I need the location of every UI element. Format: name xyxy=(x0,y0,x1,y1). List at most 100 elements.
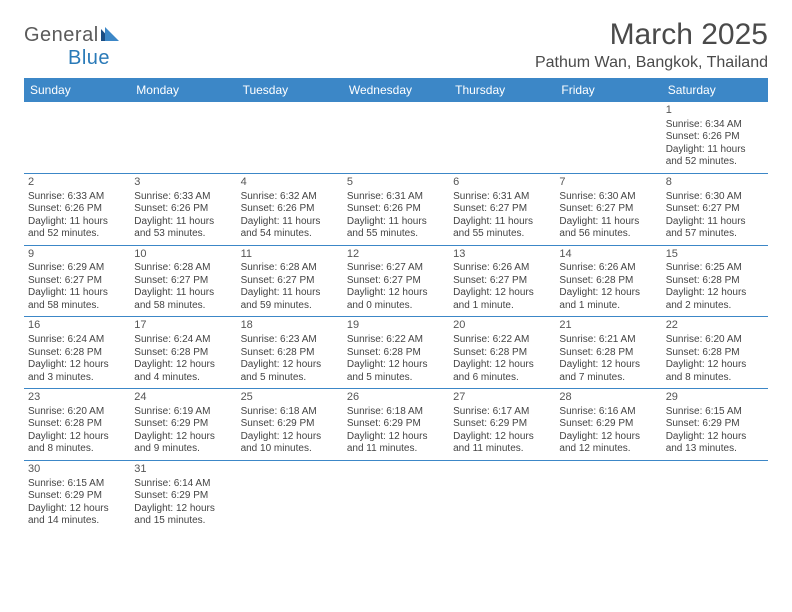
day-number: 5 xyxy=(347,176,445,190)
calendar-empty-cell xyxy=(555,460,661,531)
sunrise-text: Sunrise: 6:29 AM xyxy=(28,262,126,275)
day-number: 6 xyxy=(453,176,551,190)
day-number: 21 xyxy=(559,319,657,333)
daylight-text: Daylight: 11 hours and 54 minutes. xyxy=(241,216,339,241)
daylight-text: Daylight: 12 hours and 6 minutes. xyxy=(453,359,551,384)
sunrise-text: Sunrise: 6:18 AM xyxy=(241,406,339,419)
location: Pathum Wan, Bangkok, Thailand xyxy=(535,54,768,72)
calendar-empty-cell xyxy=(130,102,236,173)
calendar-day-cell: 20Sunrise: 6:22 AMSunset: 6:28 PMDayligh… xyxy=(449,317,555,389)
logo-text: General Blue xyxy=(24,24,123,70)
sunset-text: Sunset: 6:27 PM xyxy=(453,203,551,216)
sunrise-text: Sunrise: 6:18 AM xyxy=(347,406,445,419)
sunrise-text: Sunrise: 6:24 AM xyxy=(28,334,126,347)
calendar-day-cell: 23Sunrise: 6:20 AMSunset: 6:28 PMDayligh… xyxy=(24,389,130,461)
day-number: 9 xyxy=(28,248,126,262)
calendar-day-cell: 10Sunrise: 6:28 AMSunset: 6:27 PMDayligh… xyxy=(130,245,236,317)
logo: General Blue xyxy=(24,24,123,70)
calendar-day-cell: 14Sunrise: 6:26 AMSunset: 6:28 PMDayligh… xyxy=(555,245,661,317)
sunset-text: Sunset: 6:26 PM xyxy=(347,203,445,216)
sunset-text: Sunset: 6:29 PM xyxy=(28,490,126,503)
calendar-empty-cell xyxy=(237,102,343,173)
calendar-day-cell: 19Sunrise: 6:22 AMSunset: 6:28 PMDayligh… xyxy=(343,317,449,389)
logo-flag-icon xyxy=(101,24,123,47)
day-number: 26 xyxy=(347,391,445,405)
sunset-text: Sunset: 6:27 PM xyxy=(453,275,551,288)
calendar-empty-cell xyxy=(449,102,555,173)
sunset-text: Sunset: 6:29 PM xyxy=(134,490,232,503)
daylight-text: Daylight: 11 hours and 55 minutes. xyxy=(453,216,551,241)
daylight-text: Daylight: 12 hours and 2 minutes. xyxy=(666,287,764,312)
day-number: 11 xyxy=(241,248,339,262)
sunset-text: Sunset: 6:28 PM xyxy=(666,347,764,360)
sunrise-text: Sunrise: 6:20 AM xyxy=(666,334,764,347)
calendar-day-cell: 27Sunrise: 6:17 AMSunset: 6:29 PMDayligh… xyxy=(449,389,555,461)
calendar-empty-cell xyxy=(237,460,343,531)
sunset-text: Sunset: 6:28 PM xyxy=(666,275,764,288)
sunrise-text: Sunrise: 6:22 AM xyxy=(453,334,551,347)
sunset-text: Sunset: 6:27 PM xyxy=(347,275,445,288)
sunrise-text: Sunrise: 6:31 AM xyxy=(453,191,551,204)
day-number: 17 xyxy=(134,319,232,333)
sunrise-text: Sunrise: 6:22 AM xyxy=(347,334,445,347)
calendar-empty-cell xyxy=(662,460,768,531)
daylight-text: Daylight: 12 hours and 5 minutes. xyxy=(241,359,339,384)
day-number: 18 xyxy=(241,319,339,333)
calendar-day-cell: 13Sunrise: 6:26 AMSunset: 6:27 PMDayligh… xyxy=(449,245,555,317)
calendar-day-cell: 24Sunrise: 6:19 AMSunset: 6:29 PMDayligh… xyxy=(130,389,236,461)
sunset-text: Sunset: 6:28 PM xyxy=(559,275,657,288)
sunset-text: Sunset: 6:29 PM xyxy=(559,418,657,431)
sunrise-text: Sunrise: 6:26 AM xyxy=(559,262,657,275)
day-number: 30 xyxy=(28,463,126,477)
calendar-day-cell: 2Sunrise: 6:33 AMSunset: 6:26 PMDaylight… xyxy=(24,173,130,245)
sunset-text: Sunset: 6:26 PM xyxy=(134,203,232,216)
calendar-header-row: SundayMondayTuesdayWednesdayThursdayFrid… xyxy=(24,78,768,102)
sunset-text: Sunset: 6:29 PM xyxy=(666,418,764,431)
calendar-week: 9Sunrise: 6:29 AMSunset: 6:27 PMDaylight… xyxy=(24,245,768,317)
sunset-text: Sunset: 6:29 PM xyxy=(134,418,232,431)
sunrise-text: Sunrise: 6:14 AM xyxy=(134,478,232,491)
daylight-text: Daylight: 12 hours and 1 minute. xyxy=(453,287,551,312)
logo-word1: General xyxy=(24,24,99,46)
day-number: 28 xyxy=(559,391,657,405)
calendar-day-cell: 4Sunrise: 6:32 AMSunset: 6:26 PMDaylight… xyxy=(237,173,343,245)
day-number: 27 xyxy=(453,391,551,405)
sunset-text: Sunset: 6:29 PM xyxy=(347,418,445,431)
sunset-text: Sunset: 6:28 PM xyxy=(453,347,551,360)
sunset-text: Sunset: 6:28 PM xyxy=(241,347,339,360)
daylight-text: Daylight: 11 hours and 52 minutes. xyxy=(28,216,126,241)
sunrise-text: Sunrise: 6:31 AM xyxy=(347,191,445,204)
calendar-day-cell: 3Sunrise: 6:33 AMSunset: 6:26 PMDaylight… xyxy=(130,173,236,245)
day-header: Friday xyxy=(555,78,661,102)
daylight-text: Daylight: 11 hours and 53 minutes. xyxy=(134,216,232,241)
day-number: 15 xyxy=(666,248,764,262)
sunset-text: Sunset: 6:28 PM xyxy=(28,418,126,431)
daylight-text: Daylight: 12 hours and 9 minutes. xyxy=(134,431,232,456)
day-number: 7 xyxy=(559,176,657,190)
sunset-text: Sunset: 6:26 PM xyxy=(28,203,126,216)
calendar-day-cell: 18Sunrise: 6:23 AMSunset: 6:28 PMDayligh… xyxy=(237,317,343,389)
calendar-day-cell: 6Sunrise: 6:31 AMSunset: 6:27 PMDaylight… xyxy=(449,173,555,245)
daylight-text: Daylight: 12 hours and 12 minutes. xyxy=(559,431,657,456)
sunrise-text: Sunrise: 6:28 AM xyxy=(134,262,232,275)
sunset-text: Sunset: 6:27 PM xyxy=(28,275,126,288)
day-number: 1 xyxy=(666,104,764,118)
sunrise-text: Sunrise: 6:30 AM xyxy=(666,191,764,204)
sunrise-text: Sunrise: 6:24 AM xyxy=(134,334,232,347)
calendar-week: 2Sunrise: 6:33 AMSunset: 6:26 PMDaylight… xyxy=(24,173,768,245)
calendar-day-cell: 29Sunrise: 6:15 AMSunset: 6:29 PMDayligh… xyxy=(662,389,768,461)
daylight-text: Daylight: 11 hours and 59 minutes. xyxy=(241,287,339,312)
daylight-text: Daylight: 11 hours and 58 minutes. xyxy=(134,287,232,312)
sunrise-text: Sunrise: 6:17 AM xyxy=(453,406,551,419)
sunset-text: Sunset: 6:29 PM xyxy=(241,418,339,431)
calendar-day-cell: 8Sunrise: 6:30 AMSunset: 6:27 PMDaylight… xyxy=(662,173,768,245)
daylight-text: Daylight: 11 hours and 55 minutes. xyxy=(347,216,445,241)
daylight-text: Daylight: 12 hours and 11 minutes. xyxy=(347,431,445,456)
calendar-day-cell: 25Sunrise: 6:18 AMSunset: 6:29 PMDayligh… xyxy=(237,389,343,461)
sunset-text: Sunset: 6:28 PM xyxy=(134,347,232,360)
calendar-week: 30Sunrise: 6:15 AMSunset: 6:29 PMDayligh… xyxy=(24,460,768,531)
daylight-text: Daylight: 12 hours and 13 minutes. xyxy=(666,431,764,456)
sunset-text: Sunset: 6:27 PM xyxy=(559,203,657,216)
sunset-text: Sunset: 6:27 PM xyxy=(241,275,339,288)
day-header: Saturday xyxy=(662,78,768,102)
